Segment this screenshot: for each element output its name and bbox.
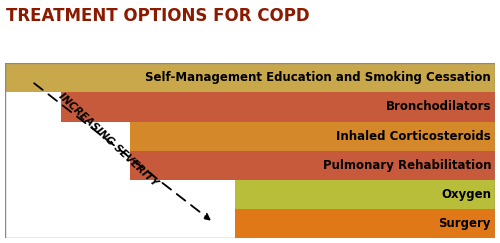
Text: Bronchodilators: Bronchodilators: [386, 100, 491, 113]
Text: INCREASING SEVERITY: INCREASING SEVERITY: [56, 92, 160, 189]
Bar: [236, 180, 495, 209]
Bar: [130, 122, 495, 151]
Text: Inhaled Corticosteroids: Inhaled Corticosteroids: [336, 130, 491, 143]
Text: TREATMENT OPTIONS FOR COPD: TREATMENT OPTIONS FOR COPD: [6, 7, 310, 25]
Bar: [236, 209, 495, 238]
Text: Pulmonary Rehabilitation: Pulmonary Rehabilitation: [322, 159, 491, 172]
Bar: [5, 63, 495, 92]
Text: Oxygen: Oxygen: [441, 188, 491, 201]
Text: Self-Management Education and Smoking Cessation: Self-Management Education and Smoking Ce…: [146, 71, 491, 84]
Bar: [62, 92, 495, 122]
Bar: [130, 151, 495, 180]
Text: Surgery: Surgery: [438, 217, 491, 230]
